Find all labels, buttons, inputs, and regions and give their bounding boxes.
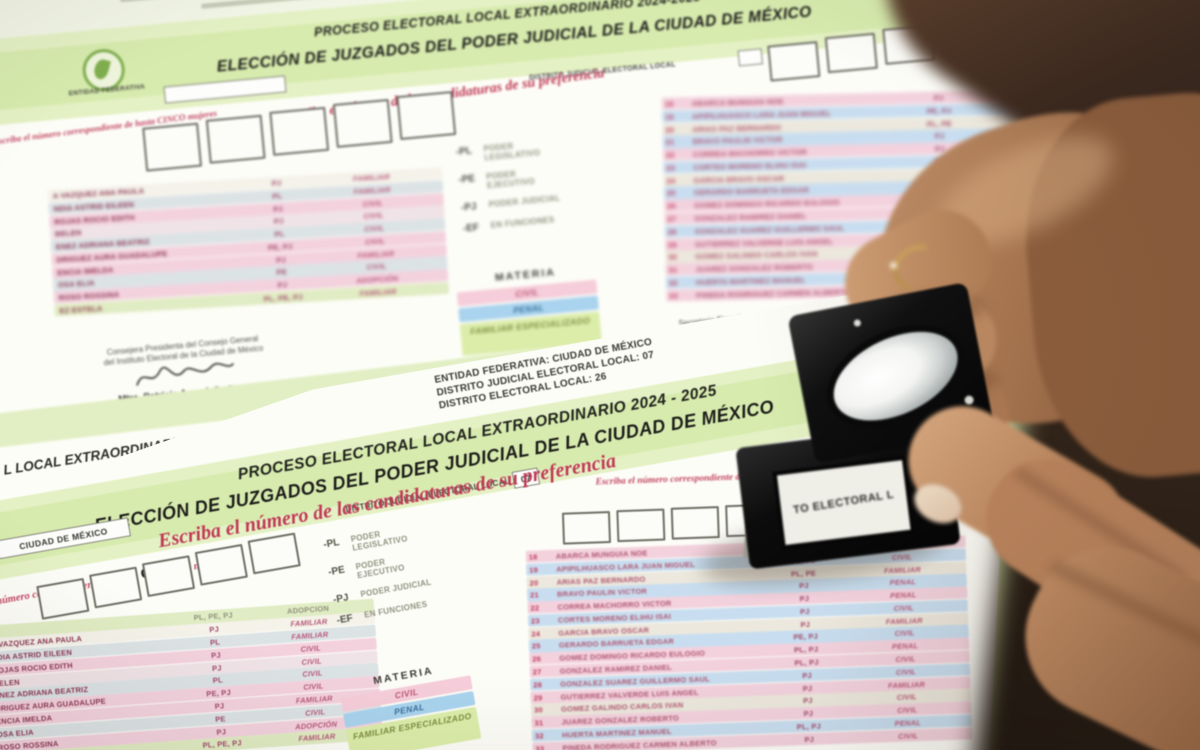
candidate-number: 24	[531, 629, 541, 639]
candidate-number: 28	[667, 227, 677, 237]
candidate-number: 32	[534, 731, 544, 741]
candidate-codes: PJ	[803, 708, 814, 719]
write-in-box	[205, 114, 266, 164]
legend-code: -PE	[327, 564, 346, 579]
candidate-number: 30	[668, 252, 678, 262]
candidate-number: 32	[668, 278, 678, 288]
legend-label: EN FUNCIONES	[490, 215, 555, 231]
legend-label: PODER LEGISLATIVO	[483, 141, 541, 163]
candidate-number: 29	[533, 692, 543, 703]
loupe-window: TO ELECTORAL L	[772, 455, 916, 550]
candidate-number: 26	[667, 201, 676, 211]
candidate-codes: PJ	[799, 594, 810, 604]
legend-item: -EF EN FUNCIONES	[462, 214, 569, 235]
loupe-magnified-text: TO ELECTORAL L	[792, 488, 895, 517]
power-legend: -PL PODER LEGISLATIVO -PE PODER EJECUTIV…	[323, 521, 444, 636]
legend-item: -PJ PODER JUDICIAL	[460, 193, 567, 214]
candidate-codes: PL, PJ	[796, 721, 822, 732]
candidate-number: 20	[665, 125, 675, 135]
candidate-number: 25	[666, 188, 676, 199]
write-in-box	[248, 533, 301, 575]
write-in-box	[269, 106, 330, 156]
candidate-number: 25	[531, 641, 541, 652]
candidate-codes: PJ	[804, 734, 815, 744]
write-in-box	[142, 555, 195, 597]
candidate-number: 24	[666, 176, 676, 186]
write-in-box	[142, 122, 203, 172]
candidate-number: 30	[533, 705, 544, 715]
legend-label: PODER EJECUTIVO	[485, 169, 536, 191]
women-candidate-list: PL, PE, PJ ADOPCION A VAZQUEZ ANA PAULA …	[0, 599, 383, 750]
candidate-codes: PL, PJ	[794, 657, 819, 668]
candidate-number: 19	[529, 565, 539, 575]
legend-label: PODER JUDICIAL	[359, 577, 433, 600]
legend-item: -PE PODER EJECUTIVO	[458, 165, 565, 193]
candidate-number: 20	[529, 577, 539, 588]
candidate-number: 21	[665, 137, 675, 147]
candidate-number: 29	[667, 240, 677, 250]
candidate-number: 27	[532, 667, 542, 677]
candidate-number: 18	[664, 99, 674, 109]
signature-block-president: Consejera Presidenta del Consejo General…	[13, 325, 357, 414]
candidate-number: 23	[666, 163, 676, 173]
candidate-codes: PJ	[934, 131, 945, 141]
legend-code: -PL	[322, 537, 341, 551]
candidate-number: 26	[532, 654, 542, 664]
candidate-number: 33	[535, 743, 545, 750]
legend-code: -PJ	[460, 201, 478, 214]
legend-code: -EF	[462, 222, 480, 235]
legend-code: -PE	[457, 173, 476, 186]
candidate-number: 19	[664, 112, 674, 122]
legend-code: -PL	[455, 145, 473, 158]
write-in-box	[562, 511, 611, 545]
write-in-box	[89, 567, 142, 609]
write-in-box	[396, 91, 457, 141]
lens-highlight	[853, 318, 862, 328]
ballot-top-left-candidate-list: A VAZQUEZ ANA PAULA PJ FAMILIAR NDIA AST…	[47, 167, 450, 317]
ring-glint	[890, 262, 897, 269]
candidate-codes: PJ	[799, 606, 810, 617]
iecm-logo-leaf-icon	[92, 57, 111, 81]
candidate-number: 31	[534, 718, 544, 728]
legend-label: PODER JUDICIAL	[488, 193, 561, 210]
write-in-box	[195, 544, 248, 586]
legend-code: -EF	[335, 612, 354, 627]
ballot-top-district-box	[737, 48, 763, 67]
candidate-codes: PE, PJ	[926, 105, 952, 116]
ballot-top-power-legend: -PL PODER LEGISLATIVO -PE PODER EJECUTIV…	[455, 137, 570, 244]
candidate-number: 27	[667, 214, 677, 224]
write-in-box	[767, 41, 821, 82]
legend-label: PODER LEGISLATIVO	[350, 529, 409, 553]
legend-label: PODER EJECUTIVO	[354, 557, 406, 581]
candidate-codes: PJ	[933, 93, 944, 103]
candidate-number: 22	[530, 603, 540, 613]
candidate-number: 18	[528, 552, 538, 562]
candidate-codes: PL, PE, PJ	[263, 292, 303, 304]
candidate-number: 21	[529, 590, 539, 600]
write-in-box	[332, 98, 393, 148]
candidate-number: 28	[533, 680, 543, 690]
write-in-box	[671, 506, 720, 540]
signature-squiggle	[136, 362, 235, 386]
candidate-number: 31	[668, 265, 678, 275]
legend-label: EN FUNCIONES	[363, 599, 429, 620]
legend-code: -PJ	[332, 592, 350, 606]
write-in-box	[824, 32, 878, 74]
write-in-box	[616, 509, 665, 543]
candidate-codes: PL, PE	[926, 118, 952, 129]
candidate-materia: CIVIL	[897, 730, 919, 741]
legend-item: -PL PODER LEGISLATIVO	[455, 137, 562, 165]
write-in-box	[36, 578, 89, 620]
candidate-number: 22	[665, 150, 675, 160]
candidate-codes: PL, PE, PJ	[202, 738, 243, 750]
candidate-number: 23	[530, 616, 540, 626]
hinge-pin	[963, 394, 975, 406]
candidate-codes: PJ	[802, 670, 812, 681]
candidate-number: 33	[669, 291, 678, 301]
